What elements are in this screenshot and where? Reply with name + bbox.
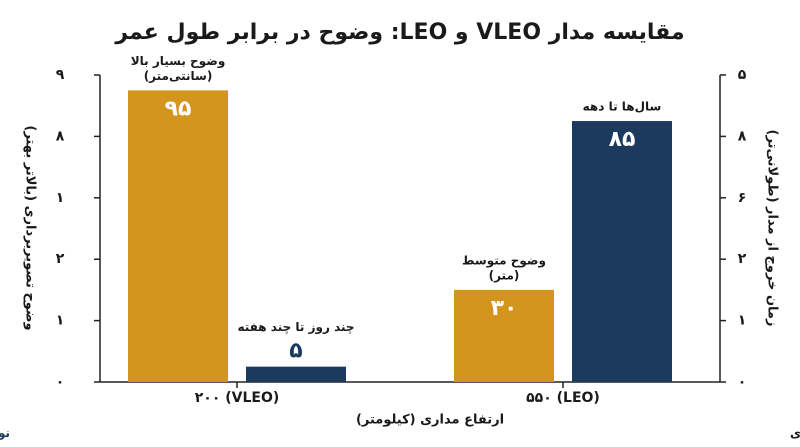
y-tick-label: ۸: [56, 128, 65, 144]
legend-item: نوار کهربایی: وضوح تصویربرداری: [790, 426, 800, 441]
y2-tick-label: ۱: [738, 313, 747, 329]
y2-tick-label: ۶: [738, 190, 747, 206]
y2-axis-label: زمان خروج از مدار (طولانی‌تر): [765, 130, 780, 327]
value-label: ۳۰: [491, 296, 518, 321]
annotation: وضوح متوسط: [462, 253, 546, 268]
bar: [128, 90, 228, 382]
annotation: (متر): [489, 268, 520, 282]
annotation: وضوح بسیار بالا: [131, 54, 226, 69]
y-tick-label: ۰: [56, 374, 65, 390]
legend-label: وضوح تصویربرداری: [790, 426, 800, 441]
y2-tick-label: ۸: [738, 128, 747, 144]
y-tick-label: ۲: [56, 251, 65, 267]
y2-tick-label: ۰: [738, 374, 747, 390]
value-label: ۸۵: [609, 127, 636, 152]
annotation: چند روز تا چند هفته: [237, 320, 354, 335]
value-label: ۹۵: [165, 96, 192, 121]
y2-tick-label: ۵: [738, 67, 747, 83]
annotation: (سانتی‌متر): [144, 69, 213, 83]
x-axis-label: ارتفاع مداری (کیلومتر): [356, 413, 504, 428]
y-tick-label: ۹: [56, 67, 65, 83]
legend-key: نوار سرمه‌ای:: [0, 426, 10, 441]
bar: [572, 121, 672, 383]
bar: [246, 366, 346, 382]
y-tick-label: ۱: [56, 190, 65, 206]
annotation: سال‌ها تا دهه: [583, 100, 662, 114]
bar: [454, 289, 554, 382]
x-tick-label: ۲۰۰ (VLEO): [195, 390, 280, 406]
value-label: ۵: [289, 339, 302, 364]
x-tick-label: ۵۵۰ (LEO): [526, 390, 600, 406]
y-axis-label: وضوح تصویربرداری (بالاتر بهتر): [23, 125, 38, 330]
chart-title: مقایسه مدار VLEO و LEO: وضوح در برابر طو…: [114, 20, 684, 45]
y2-tick-label: ۲: [738, 251, 747, 267]
legend-item: نوار سرمه‌ای: زمان خروج از مدار: [0, 426, 10, 441]
y-tick-label: ۱: [56, 313, 65, 329]
